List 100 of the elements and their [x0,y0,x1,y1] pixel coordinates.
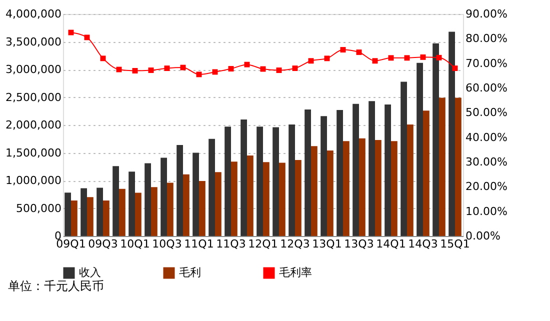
bar [183,174,190,236]
bar [384,104,391,236]
point [180,64,186,70]
bar [144,163,151,236]
y2-tick-label: 40.00% [466,130,508,144]
bar [272,127,279,236]
y-tick-label: 1,500,000 [6,146,62,160]
bar [103,200,110,236]
bar [119,188,126,236]
bar [263,162,270,236]
bar [176,144,183,236]
bar [320,116,327,236]
x-tick-label: 09Q1 [56,238,86,250]
bar [80,188,87,236]
point [356,49,362,55]
x-tick-label: 12Q3 [280,238,310,250]
x-tick-label: 10Q1 [120,238,150,250]
bar [128,172,135,236]
x-tick-label: 09Q3 [88,238,118,250]
bar [279,162,286,236]
bar [71,200,78,236]
bar [423,110,430,236]
point [132,68,138,74]
point [212,69,218,75]
y-tick-label: 500,000 [16,202,62,215]
point [244,62,250,68]
bar [352,104,359,236]
y-tick-label: 3,500,000 [6,35,62,48]
x-tick-label: 11Q3 [216,238,246,250]
legend-label: 毛利率 [279,266,312,279]
y-tick-label: 4,000,000 [6,8,62,20]
bar [87,197,94,236]
bar [448,32,455,236]
text: 单位：千元人民币 [8,279,104,293]
x-tick-label: 14Q3 [408,238,438,250]
y2-tick-label: 50.00% [466,106,508,120]
y-tick-label: 3,000,000 [6,63,62,76]
point [100,56,106,62]
point [292,66,298,72]
x-tick-label: 10Q3 [152,238,182,250]
point [420,54,426,60]
bar [311,146,318,236]
y-tick-label: 1,000,000 [6,174,62,187]
x-tick-label: 11Q1 [184,238,214,250]
y-tick-label: 2,000,000 [6,118,62,132]
bar [336,110,343,236]
point [164,66,170,72]
point [276,68,282,73]
bar [208,138,215,236]
bar [240,119,247,236]
bar [247,156,254,236]
x-tick-label: 13Q1 [312,238,342,250]
y2-tick-label: 20.00% [466,180,508,194]
bar [112,166,119,236]
bar [295,160,302,236]
y2-tick-label: 10.00% [466,204,508,218]
bar [407,124,414,236]
bar [160,158,167,236]
point [452,66,458,72]
legend-label: 毛利 [179,266,201,279]
point [372,58,378,64]
bar [375,140,382,236]
y2-tick-label: 60.00% [466,82,508,94]
bar [400,82,407,236]
point [340,47,346,53]
x-tick-label: 12Q1 [248,238,278,250]
bar [391,141,398,236]
y2-tick-label: 70.00% [466,56,508,70]
y-tick-label: 2,500,000 [6,90,62,104]
point [196,72,202,78]
legend-label: 收入 [79,266,101,279]
bar [231,162,238,236]
bar [64,192,71,236]
point [308,58,314,64]
bar [432,43,439,236]
bar [167,182,174,236]
bar [327,150,334,236]
point [324,56,330,62]
bar [288,124,295,236]
bar [192,152,199,236]
bar [96,188,103,236]
bar [215,172,222,236]
bar [151,187,158,236]
bar [224,126,231,236]
bar [359,138,366,236]
point [148,68,154,73]
bar [343,141,350,236]
bar [199,181,206,236]
bar [439,98,446,236]
bar [368,101,375,236]
bar [304,109,311,236]
y2-tick-label: 80.00% [466,32,508,46]
y2-tick-label: 90.00% [466,8,508,20]
bar [256,126,263,236]
x-tick-label: 13Q3 [344,238,374,250]
bar [416,62,423,236]
point [388,55,394,61]
point [228,66,234,72]
y2-tick-label: 30.00% [466,156,508,168]
point [436,54,442,60]
